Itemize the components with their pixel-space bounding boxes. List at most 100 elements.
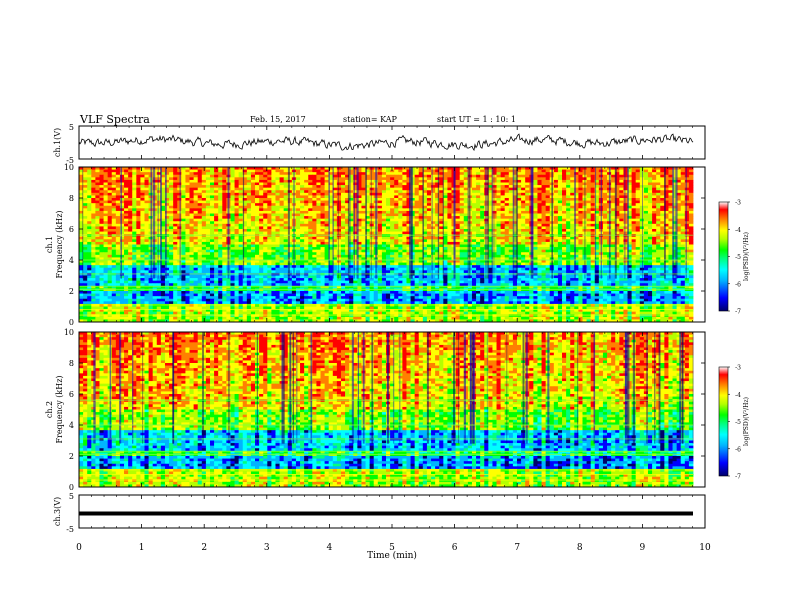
spectrogram-cell — [263, 198, 268, 201]
spectrogram-cell — [668, 223, 673, 227]
spectrogram-cell — [136, 247, 141, 251]
spectrogram-cell — [87, 177, 92, 181]
spectrogram-cell — [533, 174, 538, 178]
spectrogram-cell — [602, 177, 608, 181]
spectrogram-cell — [238, 236, 244, 240]
spectrogram-cell — [246, 185, 252, 189]
spectrogram-cell — [414, 249, 420, 253]
spectrogram-cell — [627, 241, 632, 245]
spectrogram-cell — [422, 205, 428, 209]
spectrogram-cell — [533, 185, 538, 189]
spectrogram-cell — [435, 221, 440, 225]
spectrogram-cell — [201, 198, 207, 201]
spectrogram-cell — [406, 229, 411, 232]
spectrogram-cell — [566, 205, 571, 209]
spectrogram-cell — [214, 221, 219, 225]
spectrogram-cell — [516, 226, 522, 230]
spectrogram-cell — [386, 187, 391, 191]
spectrogram-cell — [300, 241, 305, 245]
spectrogram-cell — [431, 200, 436, 204]
spectrogram-cell — [242, 182, 248, 186]
spectrogram-cell — [615, 195, 620, 199]
spectrogram-cell — [410, 205, 416, 209]
spectrogram-cell — [99, 192, 104, 196]
spectrogram-cell — [631, 223, 637, 227]
spectrogram-cell — [410, 241, 416, 245]
spectrogram-cell — [185, 187, 190, 191]
spectrogram-cell — [459, 213, 465, 217]
spectrogram-cell — [500, 200, 506, 204]
spectrogram-cell — [177, 223, 182, 227]
spectrogram-cell — [611, 221, 616, 225]
spectrogram-cell — [295, 231, 301, 235]
spectrogram-cell — [623, 187, 628, 191]
spectrogram-cell — [631, 174, 637, 178]
spectrogram-cell — [250, 229, 256, 232]
spectrogram-cell — [111, 179, 117, 183]
spectrogram-cell — [267, 216, 272, 220]
spectrogram-cell — [688, 210, 694, 214]
spectrogram-cell — [533, 231, 538, 235]
spectrogram-cell — [345, 241, 350, 245]
spectrogram-cell — [615, 182, 620, 186]
spectrogram-cell — [242, 216, 248, 220]
spectrogram-cell — [672, 167, 678, 170]
spectrogram-cell — [553, 177, 559, 181]
spectrogram-cell — [287, 213, 293, 217]
spectrogram-cell — [308, 223, 313, 227]
spectrogram-cell — [234, 185, 240, 189]
spectrogram-cell — [242, 229, 248, 232]
spectrogram-cell — [79, 229, 84, 232]
spectrogram-cell — [197, 249, 203, 253]
spectrogram-cell — [570, 195, 575, 199]
spectrogram-cell — [508, 195, 514, 199]
spectrogram-cell — [238, 195, 244, 199]
spectrogram-cell — [381, 244, 387, 248]
spectrogram-cell — [312, 210, 317, 214]
spectrogram-cell — [234, 198, 240, 201]
spectrogram-cell — [197, 190, 203, 194]
spectrogram-cell — [156, 218, 162, 222]
spectrogram-cell — [562, 185, 567, 189]
spectrogram-cell — [410, 244, 416, 248]
spectrogram-cell — [533, 182, 538, 186]
spectrogram-cell — [688, 167, 694, 170]
spectrogram-cell — [500, 229, 506, 232]
spectrogram-cell — [459, 179, 465, 183]
spectrogram-cell — [218, 172, 223, 176]
spectrogram-cell — [156, 244, 162, 248]
spectrogram-cell — [602, 221, 608, 225]
spectrogram-cell — [365, 221, 371, 225]
spectrogram-cell — [590, 182, 596, 186]
spectrogram-cell — [140, 172, 145, 176]
spectrogram-cell — [173, 169, 178, 173]
spectrogram-cell — [312, 226, 317, 230]
spectrogram-cell — [627, 218, 632, 222]
spectrogram-cell — [263, 182, 268, 186]
spectrogram-cell — [308, 172, 313, 176]
spectrogram-cell — [181, 167, 186, 170]
spectrogram-cell — [234, 195, 240, 199]
spectrogram-cell — [615, 198, 620, 201]
spectrogram-cell — [643, 195, 649, 199]
spectrogram-cell — [553, 229, 559, 232]
spectrogram-cell — [369, 236, 375, 240]
spectrogram-cell — [492, 213, 497, 217]
spectrogram-cell — [246, 229, 252, 232]
spectrogram-cell — [386, 203, 391, 207]
spectrogram-cell — [578, 177, 583, 181]
spectrogram-cell — [426, 236, 432, 240]
spectrogram-cell — [83, 190, 88, 194]
spectrogram-cell — [205, 231, 211, 235]
spectrogram-cell — [455, 241, 461, 245]
spectrogram-cell — [308, 244, 313, 248]
spectrogram-cell — [418, 231, 424, 235]
spectrogram-cell — [255, 244, 260, 248]
spectrogram-cell — [246, 172, 252, 176]
spectrogram-cell — [91, 179, 96, 183]
spectrogram-cell — [250, 244, 256, 248]
spectrogram-cell — [594, 223, 600, 227]
spectrogram-cell — [439, 172, 444, 176]
spectrogram-cell — [357, 200, 362, 204]
spectrogram-cell — [431, 174, 436, 178]
